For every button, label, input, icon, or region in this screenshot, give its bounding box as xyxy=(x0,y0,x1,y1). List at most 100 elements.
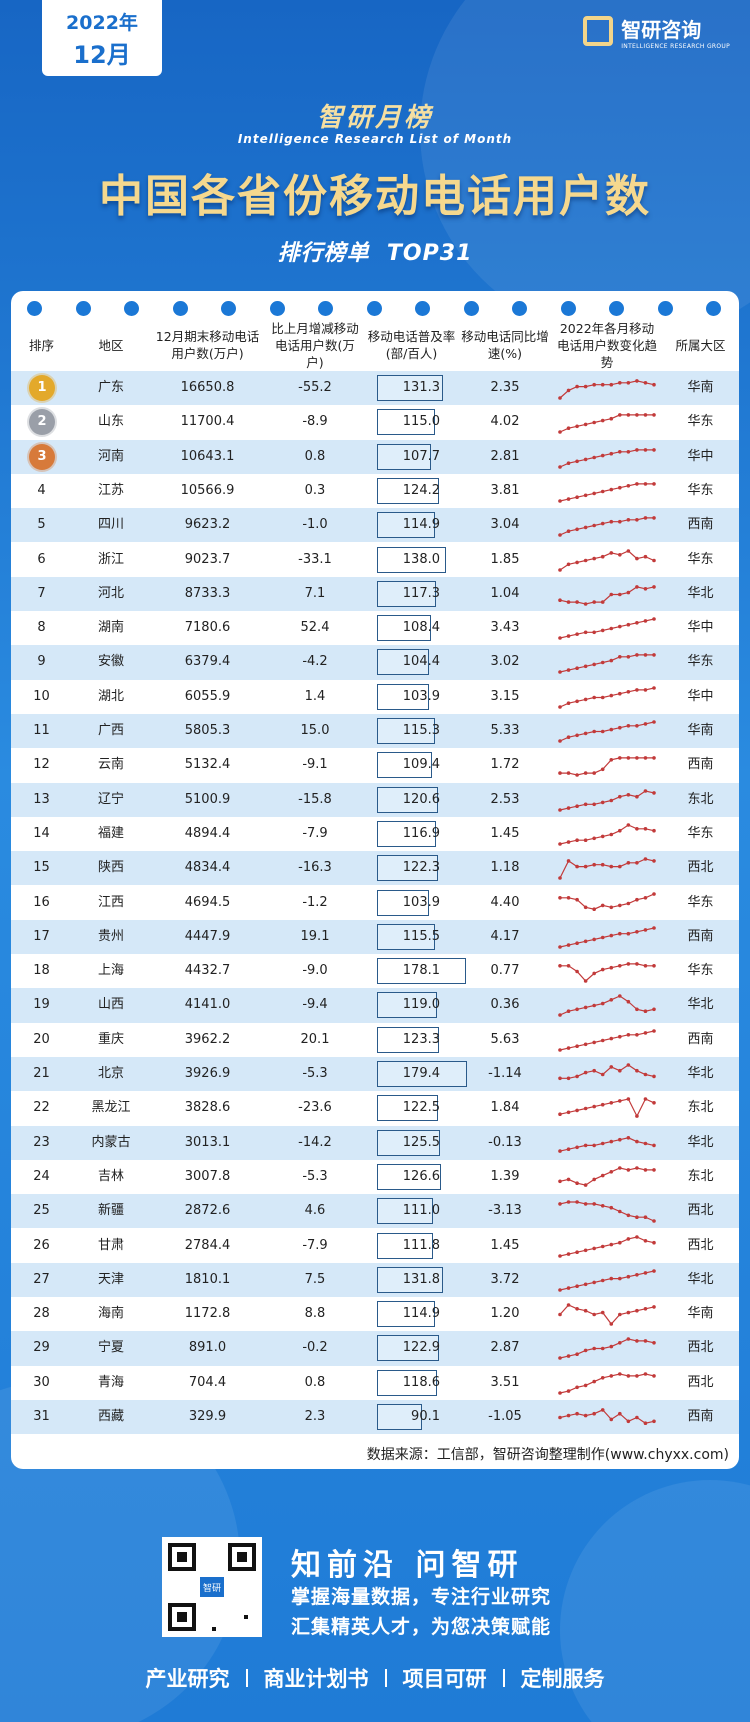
trend-point xyxy=(635,826,639,831)
trend-point xyxy=(618,964,622,968)
trend-point xyxy=(566,943,571,947)
trend-point xyxy=(558,1013,562,1018)
table-row: 23 内蒙古 3013.1 -14.2 125.5 -0.13 华北 xyxy=(11,1125,739,1160)
trend-point xyxy=(575,838,579,842)
trend-point xyxy=(618,592,622,597)
logo: 智研咨询 INTELLIGENCE RESEARCH GROUP xyxy=(583,14,730,50)
service: 产业研究 xyxy=(145,1667,230,1691)
trend-line xyxy=(560,892,655,910)
trend-line xyxy=(559,1136,655,1152)
table-row: 7 河北 8733.3 7.1 117.3 1.04 华北 xyxy=(11,576,739,612)
trend-point xyxy=(583,802,588,806)
cell-growth: 1.85 xyxy=(490,551,520,567)
trend-line xyxy=(559,414,654,433)
trend-point xyxy=(575,773,579,778)
sparkline xyxy=(558,756,656,778)
trend-point xyxy=(566,1303,571,1307)
trend-point xyxy=(609,1169,614,1174)
trend-point xyxy=(635,556,639,560)
trend-point xyxy=(575,600,579,604)
cell-region: 浙江 xyxy=(97,551,124,567)
penetration-bar xyxy=(377,512,435,539)
trend-point xyxy=(618,485,622,490)
slogan-line: 汇集精英人才，为您决策赋能 xyxy=(291,1616,552,1638)
trend-point xyxy=(583,457,588,461)
trend-point xyxy=(566,1200,571,1204)
trend-point xyxy=(652,1268,656,1273)
trend-point xyxy=(592,662,596,667)
cell-penetration: 122.3 xyxy=(402,860,440,876)
trend-point xyxy=(618,994,622,999)
slogan-line: 掌握海量数据，专注行业研究 xyxy=(291,1586,552,1608)
trend-point xyxy=(609,1417,614,1422)
trend-point xyxy=(575,1181,579,1185)
trend-point xyxy=(609,1322,614,1326)
cell-change: -5.3 xyxy=(302,1168,328,1184)
trend-point xyxy=(635,1215,639,1220)
trend-point xyxy=(643,554,648,558)
trend-point xyxy=(558,636,562,640)
trend-point xyxy=(592,556,596,560)
cell-users: 5100.9 xyxy=(184,791,231,807)
trend-point xyxy=(566,840,571,844)
cell-rank: 5 xyxy=(37,517,46,533)
trend-line xyxy=(559,654,654,673)
trend-line xyxy=(559,517,654,536)
penetration-bar xyxy=(377,546,447,573)
cell-penetration: 107.7 xyxy=(402,448,440,464)
trend-line xyxy=(559,1235,655,1257)
trend-point xyxy=(558,739,562,743)
table-row: 8 湖南 7180.6 52.4 108.4 3.43 华中 xyxy=(11,611,739,646)
table-row: 6 浙江 9023.7 -33.1 138.0 1.85 华东 xyxy=(11,542,739,577)
trend-point xyxy=(652,1240,656,1244)
cell-change: 15.0 xyxy=(300,723,330,738)
trend-point xyxy=(626,1236,631,1241)
penetration-bar xyxy=(377,1129,440,1156)
cell-penetration: 131.8 xyxy=(402,1271,440,1287)
cell-rank: 28 xyxy=(33,1306,50,1322)
trend-point xyxy=(583,1070,588,1075)
trend-point xyxy=(600,1072,605,1077)
trend-point xyxy=(626,1419,631,1424)
cell-growth: -3.13 xyxy=(488,1203,522,1219)
cell-penetration: 103.9 xyxy=(402,894,440,910)
trend-point xyxy=(600,935,605,940)
trend-line xyxy=(559,1098,655,1118)
table-row: 25 新疆 2872.6 4.6 111.0 -3.13 西北 xyxy=(11,1194,739,1229)
table-row: 24 吉林 3007.8 -5.3 126.6 1.39 东北 xyxy=(11,1159,739,1195)
trend-point xyxy=(600,967,605,972)
table-row: 13 辽宁 5100.9 -15.8 120.6 2.53 东北 xyxy=(11,782,739,817)
trend-point xyxy=(609,1139,614,1143)
cell-users: 4834.4 xyxy=(184,860,231,876)
sparkline xyxy=(558,1135,656,1153)
trend-point xyxy=(652,859,656,863)
trend-point xyxy=(558,1148,562,1153)
table-row: 21 北京 3926.9 -5.3 179.4 -1.14 华北 xyxy=(11,1057,739,1092)
trend-point xyxy=(618,828,622,833)
trend-point xyxy=(618,552,622,557)
trend-point xyxy=(558,598,562,602)
table-row: 17 贵州 4447.9 19.1 115.5 4.17 西南 xyxy=(11,919,739,955)
cell-area: 华南 xyxy=(687,380,714,395)
penetration-bar xyxy=(377,855,439,882)
cell-rank: 6 xyxy=(37,551,46,567)
cell-area: 西南 xyxy=(687,757,714,773)
trend-point xyxy=(643,1009,648,1014)
trend-point xyxy=(626,590,631,595)
trend-point xyxy=(652,516,656,520)
medal: 1 xyxy=(29,375,55,401)
trend-point xyxy=(583,838,588,842)
penetration-bar xyxy=(377,820,436,847)
cell-change: 8.8 xyxy=(304,1306,326,1322)
trend-point xyxy=(609,998,614,1002)
trend-point xyxy=(600,834,605,839)
qr-module xyxy=(244,1615,248,1619)
table-row: 18 上海 4432.7 -9.0 178.1 0.77 华东 xyxy=(11,954,739,989)
trend-point xyxy=(558,771,562,776)
trend-point xyxy=(566,1177,571,1182)
trend-point xyxy=(626,1213,631,1218)
trend-point xyxy=(558,1112,562,1117)
cell-penetration: 118.6 xyxy=(402,1374,440,1390)
hole-dot xyxy=(463,301,479,316)
cell-penetration: 108.4 xyxy=(402,620,440,636)
